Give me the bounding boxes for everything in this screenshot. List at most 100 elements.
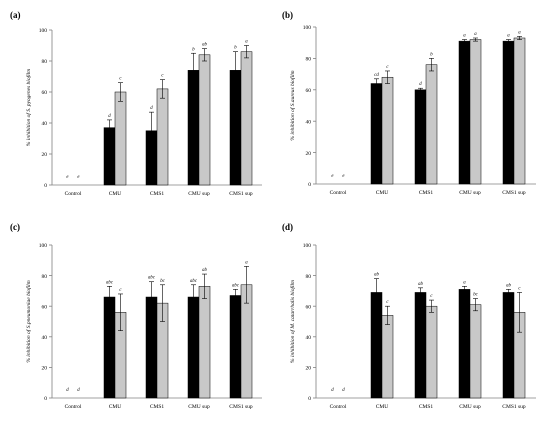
significance-letter: c [386,65,389,70]
significance-letter: a [245,40,248,45]
x-tick-label: CMU [109,404,122,410]
y-tick-label: 60 [306,88,312,94]
y-tick-label: 60 [42,90,48,96]
x-tick-label: CMU [109,191,122,197]
x-tick-label: CMU sup [188,404,210,410]
y-tick-label: 80 [306,274,312,280]
significance-letter: d [419,82,422,87]
significance-letter: c [119,77,122,82]
y-tick-label: 0 [44,396,47,402]
x-tick-label: CMS1 sup [229,404,253,410]
significance-letter: ab [202,43,207,48]
chart-panel-2: (b) 0 20 40 60 80 100 % inhibition of S.aureus … [282,10,536,196]
bar [414,292,427,399]
significance-letter: d [342,388,345,393]
y-tick-label: 0 [308,182,311,188]
y-axis-title: % inhibition of S.pneumoniae biofilm [25,280,32,362]
significance-letter: bc [473,293,478,298]
bar [458,289,471,399]
x-tick-label: CMS1 [419,190,434,196]
significance-letter: ab [374,273,379,278]
significance-letter: bc [160,279,165,284]
y-tick-label: 100 [303,243,312,249]
y-tick-label: 0 [308,396,311,402]
x-tick-label: CMU [376,190,389,196]
bar [502,292,515,399]
bar [103,127,116,186]
significance-letter: e [342,174,345,179]
panel-label: (b) [282,10,293,20]
y-tick-label: 80 [42,59,48,65]
significance-letter: a [245,260,248,265]
significance-letter: c [386,300,389,305]
significance-letter: ab [418,282,423,287]
panel-label: (c) [10,222,20,232]
significance-letter: d [108,114,111,119]
y-tick-label: 100 [303,25,312,31]
significance-letter: d [66,388,69,393]
significance-letter: c [518,286,521,291]
y-tick-label: 60 [306,304,312,310]
bar [114,91,127,186]
bar [240,51,253,186]
significance-letter: e [77,175,80,180]
significance-letter: e [331,174,334,179]
y-tick-label: 80 [42,274,48,280]
x-tick-label: CMS1 [150,404,165,410]
bar [469,304,482,399]
y-tick-label: 40 [306,119,312,125]
bar [156,88,169,186]
significance-letter: b [430,52,433,57]
x-tick-label: CMU sup [459,404,481,410]
bar [414,89,427,185]
significance-letter: abc [232,283,240,288]
significance-letter: d [150,106,153,111]
y-tick-label: 80 [306,57,312,63]
significance-letter: d [77,388,80,393]
y-tick-label: 20 [306,151,312,157]
significance-letter: c [119,288,122,293]
y-tick-label: 40 [42,121,48,127]
bar [229,295,242,399]
y-tick-label: 40 [306,335,312,341]
bar [381,76,394,185]
significance-letter: a [474,32,477,37]
y-tick-label: 20 [42,152,48,158]
significance-letter: a [507,34,510,39]
panel-label: (d) [282,222,293,232]
significance-letter: c [430,294,433,299]
bar [198,286,211,399]
significance-letter: a [463,280,466,285]
significance-letter: b [234,46,237,51]
y-tick-label: 60 [42,304,48,310]
significance-letter: ab [506,283,511,288]
y-tick-label: 20 [42,366,48,372]
y-tick-label: 40 [42,335,48,341]
bar [370,292,383,399]
significance-letter: abc [148,276,156,281]
significance-letter: b [192,47,195,52]
chart-panel-1: (a) 0 20 40 60 80 100 % inhibition of S. pyogen… [10,10,262,197]
x-tick-label: Control [65,404,82,410]
significance-letter: a [463,34,466,39]
significance-letter: c [161,74,164,79]
x-tick-label: CMS1 sup [502,404,526,410]
y-tick-label: 0 [44,183,47,189]
bar [381,315,394,399]
bar [425,305,438,399]
y-axis-title: % inhibition of S. pyogenes biofilm [25,69,32,146]
y-axis-title: % inhibition of M. catarrhalis biofilm [289,280,296,363]
chart-panel-4: (d) 0 20 40 60 80 100 % inhibition of M. catarr… [282,222,536,410]
x-tick-label: CMU [376,404,389,410]
bar [187,296,200,399]
bar [502,40,515,185]
bar [513,37,526,185]
y-tick-label: 100 [39,243,48,249]
significance-letter: e [66,175,69,180]
x-tick-label: CMS1 sup [502,190,526,196]
x-tick-label: Control [330,190,347,196]
bar [103,296,116,399]
bar [198,54,211,186]
